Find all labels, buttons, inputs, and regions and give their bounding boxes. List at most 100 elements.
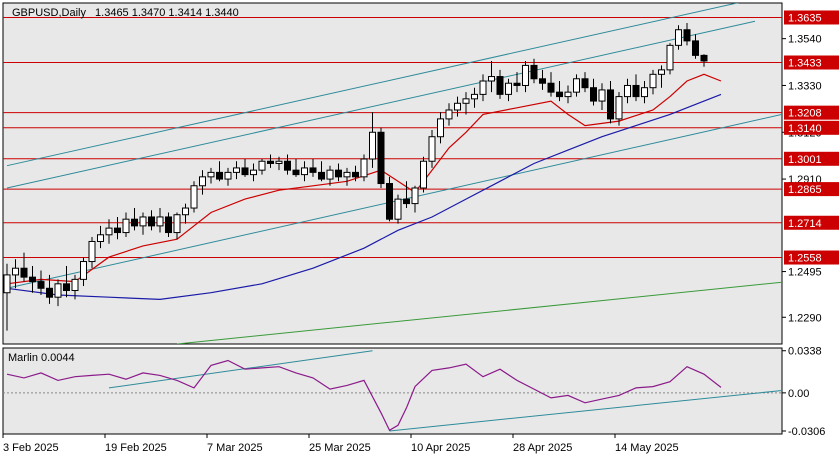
bull-candle: [343, 171, 351, 178]
bull-candle: [488, 76, 495, 82]
channel-line-middle: [6, 20, 756, 189]
bull-candle: [173, 214, 181, 234]
level-label-box: [784, 151, 839, 166]
bear-candle: [377, 131, 385, 185]
bear-candle: [292, 169, 300, 176]
bear-candle: [581, 78, 589, 89]
level-label: 1.2865: [788, 184, 822, 196]
bull-candle: [360, 158, 368, 178]
bear-candle: [513, 82, 521, 86]
bull-candle: [454, 102, 461, 111]
oscillator-tick-label: 0.00: [788, 388, 809, 400]
bear-candle: [114, 227, 121, 234]
bear-candle: [700, 54, 708, 62]
oscillator-trend-line: [108, 350, 373, 389]
bear-candle: [335, 169, 342, 178]
bear-candle: [241, 167, 249, 176]
time-tick-label: 10 Apr 2025: [411, 442, 470, 454]
bear-candle: [590, 87, 597, 102]
bull-candle: [649, 73, 657, 89]
bear-candle: [37, 281, 45, 289]
time-axis: 3 Feb 2025 19 Feb 2025 7 Mar 2025 25 Mar 20…: [2, 434, 679, 454]
level-label-box: [784, 120, 839, 135]
bull-candle: [97, 234, 104, 242]
level-label: 1.3635: [788, 12, 822, 24]
time-tick-label: 14 May 2025: [615, 442, 679, 454]
marlin-series: [6, 359, 722, 432]
level-label: 1.3140: [788, 123, 822, 135]
level-label-box: [784, 10, 839, 25]
bear-candle: [148, 216, 155, 227]
bear-candle: [63, 283, 70, 292]
level-label: 1.3208: [788, 108, 822, 120]
bull-candle: [428, 136, 436, 162]
bull-candle: [156, 216, 164, 227]
level-label-box: [784, 105, 839, 120]
bear-candle: [216, 171, 223, 180]
bull-candle: [258, 160, 266, 171]
bull-candle: [471, 93, 478, 100]
bull-candle: [250, 169, 257, 176]
bear-candle: [539, 78, 546, 84]
ohlc-values: 1.3465 1.3470 1.3414 1.3440: [95, 7, 239, 19]
oscillator-trend-line: [389, 389, 782, 432]
price-tick-label: 1.3540: [788, 34, 822, 46]
bear-candle: [607, 89, 614, 120]
price-tick-label: 1.2495: [788, 267, 822, 279]
bull-candle: [182, 207, 189, 216]
bear-candle: [632, 84, 640, 98]
bull-candle: [615, 96, 623, 120]
bull-candle: [224, 171, 232, 180]
time-tick-label: 3 Feb 2025: [3, 442, 59, 454]
bull-candle: [624, 84, 631, 98]
time-tick-label: 19 Feb 2025: [105, 442, 167, 454]
time-tick-label: 28 Apr 2025: [513, 442, 572, 454]
time-tick-label: 7 Mar 2025: [207, 442, 263, 454]
bull-candle: [666, 44, 674, 71]
bull-candle: [479, 80, 487, 95]
bull-candle: [394, 198, 402, 220]
bull-candle: [641, 87, 648, 98]
channel-line-lower: [6, 113, 782, 289]
bull-candle: [275, 160, 283, 164]
bear-candle: [46, 287, 53, 298]
bear-candle: [496, 76, 504, 95]
level-label-box: [784, 250, 839, 265]
bull-candle: [139, 216, 147, 227]
bear-candle: [131, 218, 138, 227]
bull-candle: [445, 109, 453, 120]
symbol-timeframe: GBPUSD,Daily: [12, 7, 86, 19]
level-label: 1.2558: [788, 253, 822, 265]
bull-candle: [54, 283, 62, 298]
bear-candle: [403, 198, 410, 205]
bull-candle: [522, 64, 529, 86]
bull-candle: [505, 82, 512, 95]
oscillator-axis: 0.0338 0.00 -0.0306: [782, 346, 825, 438]
bear-candle: [267, 160, 274, 164]
bull-candle: [573, 78, 580, 93]
bull-candle: [122, 218, 130, 234]
bull-candle: [326, 169, 334, 180]
bull-candle: [105, 227, 113, 236]
bear-candle: [683, 29, 691, 42]
candles: [3, 23, 708, 331]
bear-candle: [318, 171, 325, 180]
bull-candle: [658, 69, 665, 75]
bear-candle: [556, 91, 563, 98]
bear-candle: [309, 167, 317, 173]
bear-candle: [284, 160, 291, 171]
bull-candle: [369, 131, 376, 160]
level-label-box: [784, 215, 839, 230]
bull-candle: [207, 171, 215, 178]
bull-candle: [233, 167, 240, 173]
bull-candle: [598, 89, 606, 102]
oscillator-trend-lines: [108, 350, 782, 432]
bull-candle: [80, 261, 87, 280]
chart-title: GBPUSD,Daily 1.3465 1.3470 1.3414 1.3440: [12, 7, 239, 19]
bull-candle: [199, 176, 206, 187]
bear-candle: [530, 64, 538, 80]
bull-candle: [411, 187, 419, 205]
bull-candle: [301, 167, 308, 176]
